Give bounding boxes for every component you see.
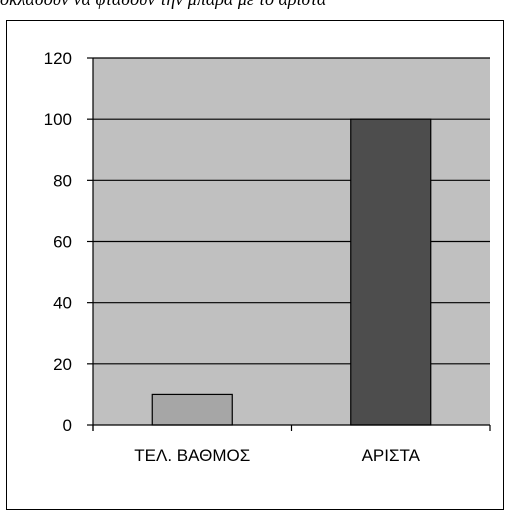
y-tick-labels: 0 20 40 60 80 100 120 <box>44 49 72 435</box>
y-tick-label-100: 100 <box>44 110 72 129</box>
x-category-labels: ΤΕΛ. ΒΑΘΜΟΣ ΑΡΙΣΤΑ <box>134 446 420 465</box>
x-category-label-2: ΑΡΙΣΤΑ <box>362 446 421 465</box>
bars <box>151 118 432 426</box>
bar-2 <box>350 118 432 426</box>
y-tick-label-60: 60 <box>53 233 72 252</box>
bar-1 <box>151 393 233 426</box>
axes <box>87 57 491 431</box>
top-caption: οκλασουν να φτασουν την μπαρα με το αρισ… <box>0 0 512 10</box>
y-tick-label-120: 120 <box>44 49 72 68</box>
y-tick-label-40: 40 <box>53 294 72 313</box>
y-tick-label-80: 80 <box>53 171 72 190</box>
y-tick-label-20: 20 <box>53 355 72 374</box>
x-category-label-1: ΤΕΛ. ΒΑΘΜΟΣ <box>134 446 250 465</box>
y-tick-label-0: 0 <box>63 416 72 435</box>
